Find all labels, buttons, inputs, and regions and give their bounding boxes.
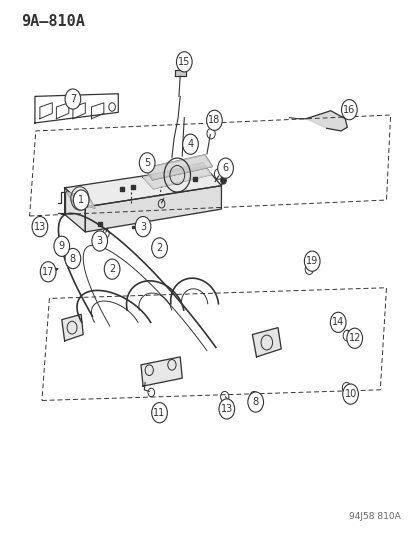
Circle shape <box>342 384 358 404</box>
Circle shape <box>182 134 198 155</box>
Text: 3: 3 <box>96 236 102 246</box>
Polygon shape <box>174 70 186 76</box>
Text: 2: 2 <box>109 264 115 274</box>
Text: 8: 8 <box>252 397 258 407</box>
Text: 16: 16 <box>342 104 355 115</box>
Text: 2: 2 <box>156 243 162 253</box>
Circle shape <box>220 176 226 184</box>
Circle shape <box>135 216 150 237</box>
Circle shape <box>341 100 356 120</box>
Text: 13: 13 <box>34 222 46 232</box>
Circle shape <box>92 231 107 251</box>
Text: 5: 5 <box>144 158 150 168</box>
Text: 1: 1 <box>78 195 84 205</box>
Polygon shape <box>145 155 212 180</box>
Text: 9A–810A: 9A–810A <box>21 14 85 29</box>
Text: 6: 6 <box>222 163 228 173</box>
Circle shape <box>139 153 154 173</box>
Text: 9: 9 <box>59 241 65 251</box>
Circle shape <box>54 236 69 256</box>
Polygon shape <box>64 188 85 232</box>
Circle shape <box>65 89 81 109</box>
Text: 18: 18 <box>208 115 220 125</box>
Circle shape <box>151 238 167 258</box>
Polygon shape <box>85 185 221 232</box>
Text: 17: 17 <box>42 267 54 277</box>
Polygon shape <box>305 111 347 131</box>
Circle shape <box>217 158 233 178</box>
Polygon shape <box>62 314 83 341</box>
Text: 3: 3 <box>140 222 146 232</box>
Text: 7: 7 <box>70 94 76 104</box>
Text: 12: 12 <box>348 333 360 343</box>
Text: 4: 4 <box>187 139 193 149</box>
Text: 10: 10 <box>344 389 356 399</box>
Circle shape <box>330 312 345 333</box>
Text: 14: 14 <box>331 317 344 327</box>
Circle shape <box>104 259 120 279</box>
Text: 11: 11 <box>153 408 165 418</box>
Polygon shape <box>66 192 95 208</box>
Polygon shape <box>252 328 280 357</box>
Circle shape <box>218 399 234 419</box>
Circle shape <box>176 52 192 72</box>
Text: 13: 13 <box>220 404 233 414</box>
Circle shape <box>304 251 319 271</box>
Text: 8: 8 <box>70 254 76 263</box>
Circle shape <box>73 190 89 210</box>
Polygon shape <box>64 166 221 207</box>
Circle shape <box>40 262 56 282</box>
Circle shape <box>65 248 81 269</box>
Polygon shape <box>141 357 182 386</box>
Circle shape <box>247 392 263 412</box>
Text: 19: 19 <box>305 256 318 266</box>
Circle shape <box>151 402 167 423</box>
Polygon shape <box>143 163 211 189</box>
Text: 15: 15 <box>178 57 190 67</box>
Text: 94J58 810A: 94J58 810A <box>348 512 400 521</box>
Circle shape <box>206 110 222 131</box>
Circle shape <box>32 216 47 237</box>
Circle shape <box>346 328 362 349</box>
